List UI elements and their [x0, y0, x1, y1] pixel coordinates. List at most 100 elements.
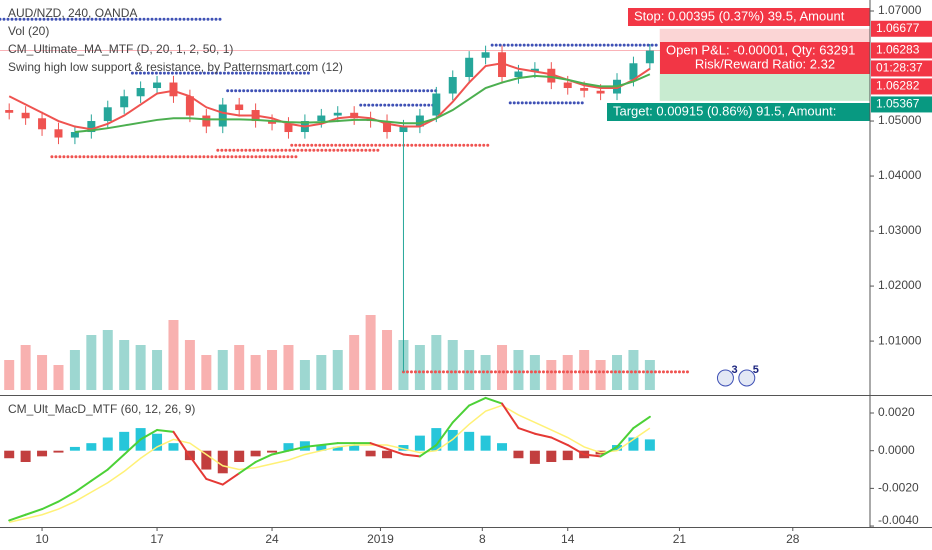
- candle-body: [498, 52, 507, 78]
- ratio-label: Risk/Reward Ratio: 2.32: [695, 56, 835, 71]
- macd-segment: [238, 461, 257, 475]
- macd-segment: [583, 453, 602, 458]
- histogram-bar: [529, 450, 540, 464]
- volume-bar: [497, 345, 508, 390]
- histogram-bar: [20, 450, 31, 462]
- candle-body: [383, 121, 392, 133]
- volume-bar: [579, 350, 590, 390]
- candle-body: [103, 107, 112, 122]
- y-tick-label: 1.07000: [878, 3, 922, 17]
- volume-bar: [299, 360, 310, 390]
- candle-body: [218, 104, 227, 127]
- histogram-bar: [69, 446, 80, 451]
- candle-body: [136, 88, 145, 97]
- macd-segment: [172, 430, 191, 458]
- indicator-label: Swing high low support & resistance, by …: [8, 60, 343, 74]
- histogram-bar: [464, 431, 475, 451]
- histogram-bar: [480, 435, 491, 451]
- histogram-bar: [86, 443, 97, 451]
- macd-segment: [73, 479, 93, 494]
- macd-segment: [550, 436, 569, 447]
- macd-segment: [106, 453, 126, 471]
- candle-body: [268, 121, 277, 124]
- candle-body: [596, 90, 605, 94]
- macd-segment: [501, 402, 520, 430]
- indicator-label: Vol (20): [8, 24, 49, 38]
- indicator-label: CM_Ultimate_MA_MTF (D, 20, 1, 2, 50, 1): [8, 42, 233, 56]
- candle-body: [235, 104, 244, 111]
- histogram-bar: [37, 450, 48, 457]
- histogram-bar: [102, 437, 113, 451]
- candle-body: [350, 112, 359, 119]
- candle-body: [580, 88, 589, 91]
- x-tick-label: 28: [786, 532, 800, 546]
- volume-bar: [86, 335, 97, 390]
- axis-tag: [871, 20, 932, 37]
- macd-segment: [632, 415, 651, 430]
- macd-segment: [517, 427, 536, 435]
- volume-bar: [102, 330, 113, 390]
- histogram-bar: [497, 443, 508, 451]
- volume-bar: [480, 355, 491, 390]
- candle-body: [432, 93, 441, 116]
- x-tick-label: 2019: [367, 532, 394, 546]
- volume-bar: [595, 360, 606, 390]
- candle-body: [202, 115, 211, 127]
- macd-segment: [24, 508, 44, 516]
- volume-bar: [513, 350, 524, 390]
- ma-line: [74, 73, 651, 134]
- macd-segment: [57, 491, 76, 503]
- x-tick-label: 21: [673, 532, 687, 546]
- y-tick-label: 1.05000: [878, 113, 922, 127]
- histogram-bar: [217, 450, 228, 474]
- candle-body: [120, 96, 129, 108]
- volume-bar: [464, 350, 475, 390]
- macd-segment: [402, 453, 421, 458]
- macd-segment: [451, 404, 471, 424]
- volume-bar: [316, 355, 327, 390]
- macd-segment: [386, 447, 405, 456]
- y-tick-label: -0.0020: [878, 481, 919, 495]
- macd-segment: [254, 453, 274, 463]
- candle-body: [629, 63, 638, 80]
- volume-bar: [431, 335, 442, 390]
- volume-bar: [349, 335, 360, 390]
- axis-tag: [871, 96, 932, 113]
- axis-tag: [871, 42, 932, 59]
- histogram-bar: [447, 429, 458, 451]
- macd-segment: [566, 444, 586, 456]
- candle-body: [333, 112, 342, 116]
- histogram-bar: [267, 450, 278, 453]
- volume-bar: [4, 360, 15, 390]
- axis-tag: [871, 78, 932, 95]
- macd-segment: [484, 396, 504, 405]
- histogram-bar: [431, 428, 442, 451]
- chart-title: AUD/NZD, 240, OANDA: [8, 6, 137, 20]
- y-tick-label: -0.0040: [878, 513, 919, 527]
- volume-bar: [250, 355, 261, 390]
- macd-segment: [468, 396, 487, 407]
- macd-segment: [599, 445, 619, 458]
- volume-bar: [365, 315, 376, 390]
- histogram-bar: [168, 443, 179, 451]
- candle-body: [563, 82, 572, 89]
- candle-body: [645, 50, 654, 64]
- histogram-bar: [283, 443, 294, 451]
- candle-body: [70, 132, 79, 138]
- candle-body: [153, 82, 162, 89]
- volume-bar: [234, 345, 245, 390]
- candle-body: [465, 57, 474, 78]
- histogram-bar: [562, 450, 573, 461]
- volume-bar: [152, 350, 163, 390]
- volume-bar: [69, 350, 80, 390]
- histogram-bar: [513, 450, 524, 459]
- histogram-bar: [53, 450, 64, 453]
- volume-bar: [612, 355, 623, 390]
- target-label: Target: 0.00915 (0.86%) 91.5, Amount:: [613, 103, 836, 118]
- candle-body: [514, 71, 523, 78]
- macd-segment: [369, 442, 389, 450]
- y-tick-label: 0.0020: [878, 405, 915, 419]
- volume-bar: [447, 340, 458, 390]
